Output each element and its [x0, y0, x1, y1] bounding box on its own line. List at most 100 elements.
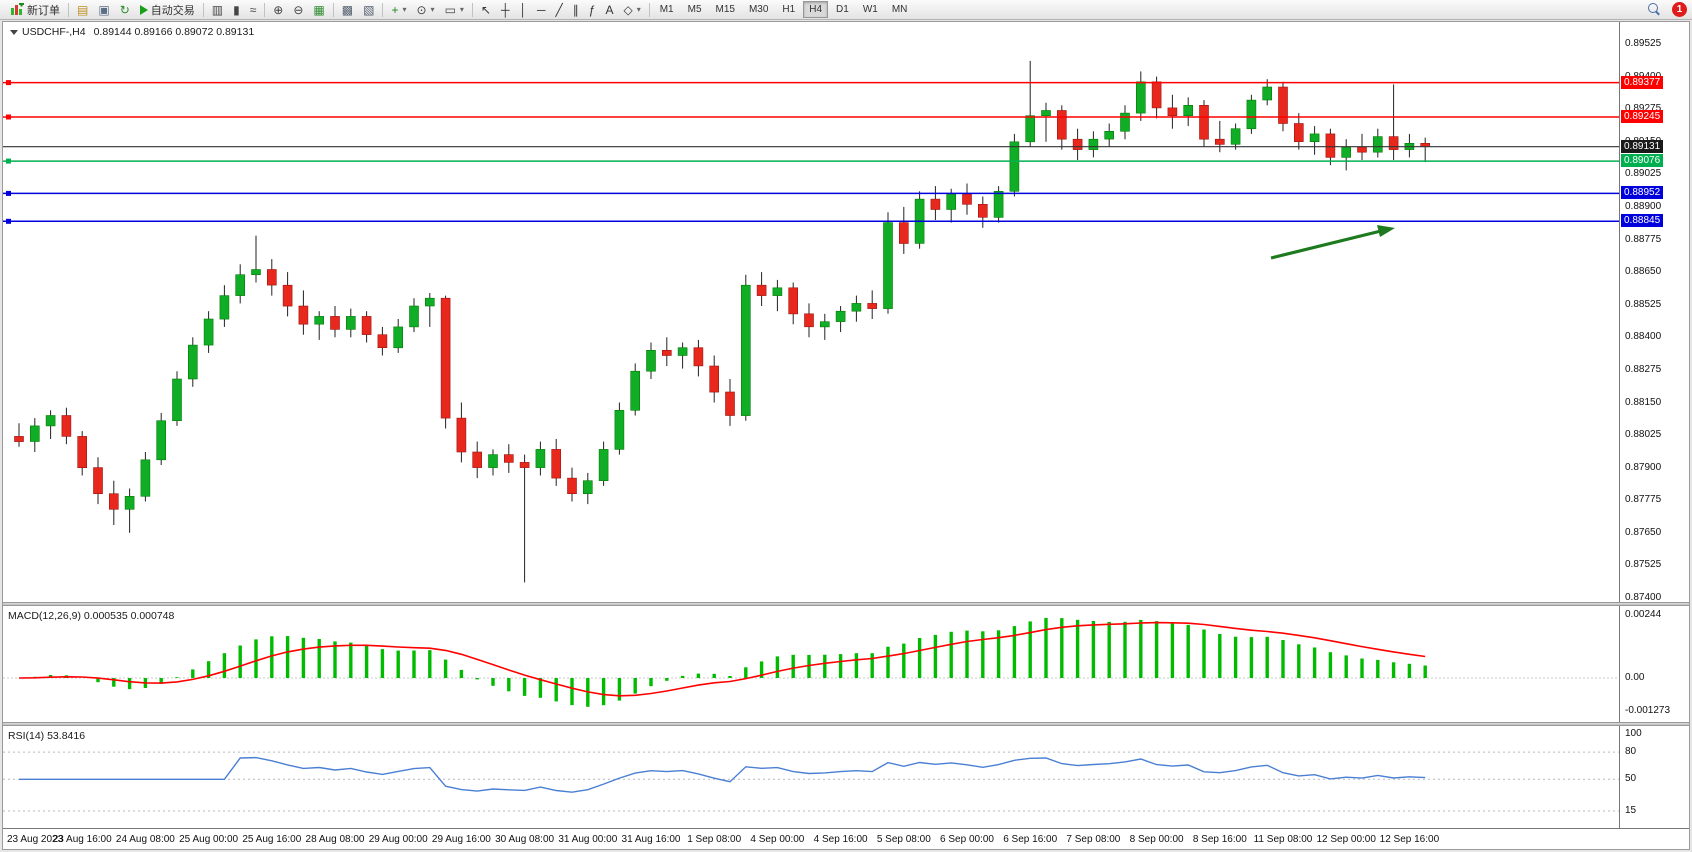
pane-splitter[interactable] — [3, 602, 1689, 606]
collapse-icon[interactable] — [10, 29, 18, 35]
rsi-axis-label: 50 — [1625, 773, 1637, 785]
chevron-down-icon: ▾ — [459, 5, 464, 14]
trend-arrow[interactable] — [1270, 225, 1395, 260]
price-chart[interactable] — [3, 22, 1619, 602]
rsi-panel-chart[interactable] — [3, 726, 1619, 828]
timeframe-m1[interactable]: M1 — [659, 4, 674, 15]
zoom-in-button[interactable]: ⊕ — [268, 1, 288, 19]
new-order-label: 新订单 — [27, 4, 60, 17]
time-axis-label: 7 Sep 08:00 — [1066, 834, 1121, 845]
search-button[interactable] — [1643, 1, 1666, 19]
candlestick-chart-button[interactable]: ▮ — [228, 1, 245, 19]
period-icon: ⊙ — [416, 2, 427, 17]
toolbar-separator — [648, 2, 650, 17]
cursor-button[interactable]: ↖ — [476, 1, 496, 19]
price-axis-label: 0.89025 — [1625, 168, 1662, 180]
time-axis-label: 23 Aug 2023 — [7, 834, 64, 845]
time-axis-label: 8 Sep 16:00 — [1192, 834, 1247, 845]
rsi-line — [19, 756, 1426, 793]
time-axis-label: 1 Sep 08:00 — [687, 834, 742, 845]
timeframe-w1[interactable]: W1 — [862, 4, 878, 15]
auto-trading-button[interactable]: 自动交易 — [135, 1, 200, 19]
fibonacci-button[interactable]: ƒ — [584, 1, 601, 19]
horizontal-lines[interactable] — [3, 80, 1619, 224]
cascade-windows-button[interactable]: ▧ — [358, 1, 379, 19]
price-axis-label: 0.87525 — [1625, 559, 1662, 571]
toolbar-separator — [68, 2, 69, 17]
print-icon: ▣ — [98, 2, 110, 17]
text-icon: A — [605, 2, 614, 17]
timeframe-m15[interactable]: M15 — [715, 4, 735, 15]
period-button[interactable]: ⊙ ▾ — [411, 1, 439, 19]
chevron-down-icon: ▾ — [430, 5, 435, 14]
toolbar-separator — [382, 2, 384, 17]
trendline-icon: ╱ — [555, 2, 563, 17]
vertical-line-button[interactable]: │ — [515, 1, 533, 19]
trendline-button[interactable]: ╱ — [551, 1, 568, 19]
macd-histogram — [33, 617, 1427, 707]
timeframe-h4[interactable]: H4 — [803, 1, 829, 18]
text-button[interactable]: A — [600, 1, 618, 19]
price-badge-current-price: 0.89131 — [1621, 139, 1664, 153]
zoom-out-button[interactable]: ⊖ — [288, 1, 308, 19]
price-axis-label: 0.88150 — [1625, 396, 1662, 408]
time-axis-label: 11 Sep 08:00 — [1253, 834, 1313, 845]
chart-window[interactable]: USDCHF-,H4 0.89144 0.89166 0.89072 0.891… — [2, 21, 1690, 850]
price-axis-label: 0.87650 — [1625, 526, 1662, 538]
new-order-button[interactable]: 新订单 — [5, 1, 65, 19]
toolbar: 新订单 ▤ ▣ ↻ 自动交易 ▥ ▮ ≈ ⊕ ⊖ ▦ ▩ ▧ + ▾ ⊙ ▾ ▭ ▾ ↖ ┼ │ ─ ╱ ∥ ƒ A ◇… — [0, 0, 1692, 20]
arrange-windows-icon: ▩ — [341, 2, 354, 17]
time-axis-label: 4 Sep 00:00 — [750, 834, 805, 845]
profile-button[interactable]: ▤ — [72, 1, 93, 19]
time-axis-label: 4 Sep 16:00 — [813, 834, 868, 845]
timeframe-m5[interactable]: M5 — [687, 4, 702, 15]
price-axis-label: 0.88400 — [1625, 331, 1662, 343]
search-icon — [1648, 3, 1661, 16]
notification-badge[interactable]: 1 — [1672, 2, 1687, 17]
macd-panel-chart[interactable] — [3, 606, 1619, 722]
tile-windows-button[interactable]: ▦ — [308, 1, 329, 19]
chart-header: USDCHF-,H4 0.89144 0.89166 0.89072 0.891… — [10, 26, 254, 38]
crosshair-button[interactable]: ┼ — [496, 1, 515, 19]
macd-axis-label: 0.00244 — [1625, 608, 1662, 620]
toolbar-separator — [332, 2, 334, 17]
arrange-windows-button[interactable]: ▩ — [337, 1, 358, 19]
new-chart-button[interactable]: + ▾ — [386, 1, 411, 19]
toolbar-separator — [471, 2, 473, 17]
timeframe-m30[interactable]: M30 — [748, 4, 769, 15]
refresh-button[interactable]: ↻ — [115, 1, 135, 19]
line-chart-icon: ≈ — [249, 2, 257, 17]
time-axis-label: 12 Sep 00:00 — [1316, 834, 1376, 845]
price-axis-label: 0.88900 — [1625, 200, 1662, 212]
macd-axis-label: 0.00 — [1625, 672, 1645, 683]
macd-axis-label: -0.001273 — [1625, 705, 1671, 717]
time-axis-label: 6 Sep 16:00 — [1003, 834, 1058, 845]
timeframe-d1[interactable]: D1 — [836, 4, 849, 15]
timeframe-mn[interactable]: MN — [891, 4, 908, 15]
price-scale[interactable]: 0.895250.894000.892750.891500.890250.889… — [1619, 22, 1689, 828]
line-chart-button[interactable]: ≈ — [245, 1, 262, 19]
channel-icon: ∥ — [572, 2, 579, 17]
shapes-button[interactable]: ◇ ▾ — [618, 1, 645, 19]
rsi-axis-label: 80 — [1625, 746, 1637, 758]
price-badge-support: 0.89076 — [1621, 154, 1664, 168]
price-axis-label: 0.89275 — [1625, 103, 1662, 115]
time-axis[interactable]: 23 Aug 2023 23 Aug 16:00 24 Aug 08:00 25 Au… — [3, 828, 1689, 849]
price-badge-resistance: 0.89245 — [1621, 110, 1664, 123]
time-axis-label: 24 Aug 08:00 — [115, 834, 175, 845]
play-icon — [139, 4, 148, 15]
time-axis-label: 25 Aug 16:00 — [242, 834, 302, 845]
candle-bodies — [14, 81, 1430, 510]
timeframe-h1[interactable]: H1 — [782, 4, 796, 15]
print-button[interactable]: ▣ — [93, 1, 114, 19]
price-axis-label: 0.88275 — [1625, 363, 1662, 375]
time-axis-label: 29 Aug 00:00 — [368, 834, 428, 845]
vertical-line-icon: │ — [519, 2, 528, 17]
channel-button[interactable]: ∥ — [568, 1, 584, 19]
pane-splitter[interactable] — [3, 722, 1689, 726]
horizontal-line-button[interactable]: ─ — [532, 1, 551, 19]
crosshair-icon: ┼ — [500, 2, 510, 17]
bar-chart-button[interactable]: ▥ — [207, 1, 228, 19]
price-axis-label: 0.89525 — [1625, 38, 1662, 49]
template-button[interactable]: ▭ ▾ — [440, 1, 469, 19]
